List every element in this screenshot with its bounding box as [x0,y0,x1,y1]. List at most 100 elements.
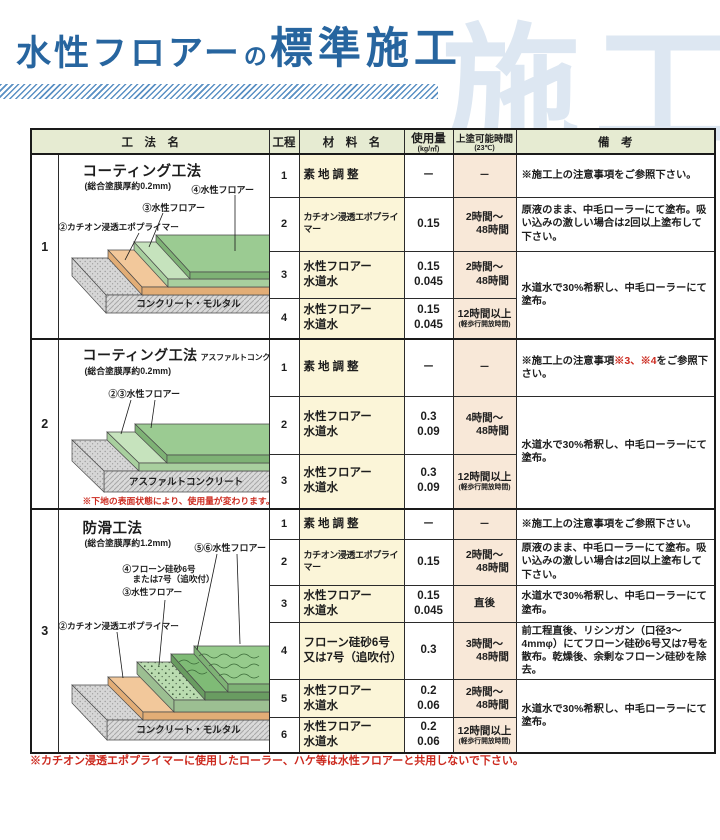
remark-cell: ※施工上の注意事項をご参照下さい。 [515,153,716,198]
table-row: 3 水性フロアー 水道水 0.15 0.045 2時間～ 48時間 水道水で30… [31,250,716,340]
time-line: 12時間以上 [457,307,512,320]
usage-line: 0.09 [417,426,440,438]
material-cell: 素地調整 [298,338,405,397]
material-cell: 水性フロアー 水道水 [298,453,405,510]
time-cell: 3時間～ 48時間 [452,621,517,681]
time-line: 12時間以上 [457,724,512,737]
method-sub: (総合塗膜厚約0.2mm) [84,366,172,376]
method-name: 防滑工法 [83,517,143,538]
time-line: － [479,361,490,374]
material-cell: 水性フロアー 水道水 [298,679,405,719]
col-header-usage: 使用量 (kg/㎡) [403,128,454,155]
remark-cell: ※施工上の注意事項※3、※4をご参照下さい。 [515,338,716,397]
usage-line: 0.045 [414,604,443,617]
method-name-text: 防滑工法 [82,521,143,537]
method-name: コーティング工法アスファルトコンクリート面 [83,345,269,365]
material-line: カチオン浸透エポプライマー [303,550,399,572]
time-cell: 12時間以上 (軽歩行開放時間) [452,453,517,510]
coating-diagram-2 [70,399,268,493]
usage-line: 0.15 [417,217,440,230]
step-cell: 6 [268,717,300,754]
time-cell: 12時間以上 (軽歩行開放時間) [452,297,517,340]
step-cell: 2 [268,395,300,455]
base-label: コンクリート・モルタル [136,299,241,310]
remark-cell: 原液のまま、中毛ローラーにて塗布。吸い込みの激しい場合は2回以上塗布して下さい。 [515,196,716,252]
remark-cell: 前工程直後、リシンガン（口径3～4mmφ）にてフローン硅砂6号又は7号を散布。乾… [515,621,716,681]
diagram-note: ※下地の表面状態により、使用量が変わります。 [82,496,269,506]
method-diagram-coating-asphalt: コーティング工法アスファルトコンクリート面 (総合塗膜厚約0.2mm) ②③水性… [57,338,270,510]
material-cell: 素地調整 [298,153,405,198]
time-line: － [479,169,490,182]
page-title: 水性フロアー の 標準施工 [16,28,462,73]
material-line: 水性フロアー [303,721,372,734]
usage-line: 0.3 [420,411,437,424]
step-cell: 1 [268,153,300,198]
material-line: 素地調整 [303,169,362,182]
time-note: (軽歩行開放時間) [458,321,511,329]
table-row: 4 水性フロアー 水道水 0.15 0.045 12時間以上 (軽歩行開放時間) [31,297,715,340]
method-sub: (総合塗膜厚約1.2mm) [84,538,172,548]
leader-lines [116,553,240,679]
spec-table-wrap: 工 法 名 工程 材 料 名 使用量 (kg/㎡) 上塗可能時間 (23℃) 備… [30,128,716,755]
method-name-text: コーティング工法 [82,164,202,180]
time-header-main: 上塗可能時間 [455,134,513,145]
material-cell: 素地調整 [298,508,405,540]
usage-cell: － [403,338,454,397]
usage-line: 0.3 [420,644,437,657]
time-line: 2時間～ [465,548,504,561]
table-row: 2 水性フロアー 水道水 0.3 0.09 4時間～ 48時間 水道水で30%希… [31,395,716,510]
wave-texture [178,653,259,679]
usage-cell: 0.3 0.09 [403,395,454,455]
time-cell: 2時間～ 48時間 [452,196,517,252]
material-line: 水性フロアー [303,684,372,697]
table-row: 2 カチオン浸透エポプライマー 0.15 2時間～ 48時間 原液のまま、中毛ロ… [31,538,716,586]
material-line: 素地調整 [303,361,362,374]
section-number: 2 [30,338,59,510]
time-cell: － [452,338,517,397]
title-part1: 水性フロアー [16,33,242,73]
material-line: 水道水 [303,319,339,332]
col-header-material: 材 料 名 [298,128,405,155]
table-row: 3 [30,507,716,754]
usage-line: － [422,517,435,530]
time-line: 48時間 [476,562,509,574]
time-line: 2時間～ [465,210,504,223]
material-line: 水道水 [303,482,339,495]
method-diagram-antislip: 防滑工法 (総合塗膜厚約1.2mm) ⑤⑥水性フロアー ④フローン硅砂6号 また… [57,507,270,754]
step-cell: 4 [268,621,300,681]
usage-line: 0.2 [420,721,437,734]
usage-line: 0.3 [420,467,437,480]
remark-text: をご参照下さい。 [521,355,709,380]
step-cell: 1 [268,508,300,540]
usage-line: 0.2 [420,684,437,697]
title-hatch-band [0,84,438,99]
layer-label-sand2: または7号（追吹付） [132,574,215,584]
remark-cell: 水道水で30%希釈し、中毛ローラーにて塗布。 [515,584,716,623]
header-row: 工 法 名 工程 材 料 名 使用量 (kg/㎡) 上塗可能時間 (23℃) 備… [30,128,716,155]
usage-line: － [422,169,435,182]
coating-diagram-1 [70,195,268,314]
material-cell: フローン硅砂6号 又は7号（追吹付） [298,621,405,681]
step-cell: 3 [268,250,300,299]
layer-label-coat3: ③水性フロアー [122,587,183,597]
usage-line: 0.06 [417,736,440,749]
usage-line: 0.15 [417,589,440,602]
table-row: 2 カチオン浸透エポプライマー 0.15 2時間～ 48時間 原液のまま、中毛ロ… [31,196,716,252]
table-row: 2 [30,338,716,510]
table-row: 4 フローン硅砂6号 又は7号（追吹付） 0.3 3時間～ 48時間 前工程直後… [31,621,716,681]
time-note: (軽歩行開放時間) [458,484,511,492]
material-line: 水性フロアー [303,304,372,317]
base-label: アスファルトコンクリート [128,477,243,488]
method-diagram-coating-mortar: コーティング工法 (総合塗膜厚約0.2mm) ②カチオン浸透エポプライマー ③水… [57,153,270,340]
step-cell: 1 [268,338,300,397]
table-row: 6 水性フロアー 水道水 0.2 0.06 12時間以上 (軽歩行開放時間) [31,717,715,754]
layer-label-sand: ④フローン硅砂6号 [122,564,196,574]
table-row: 1 [30,153,716,340]
time-header-unit: (23℃) [474,145,495,152]
remark-cell: 水道水で30%希釈し、中毛ローラーにて塗布。 [515,250,716,340]
material-cell: 水性フロアー 水道水 [298,297,405,340]
antislip-diagram [70,553,268,741]
usage-cell: － [403,508,454,540]
remark-text: 原液のまま、中毛ローラーにて塗布。吸い込みの激しい場合は2回以上塗布して下さい。 [521,543,707,581]
material-line: カチオン浸透エポプライマー [303,212,399,234]
